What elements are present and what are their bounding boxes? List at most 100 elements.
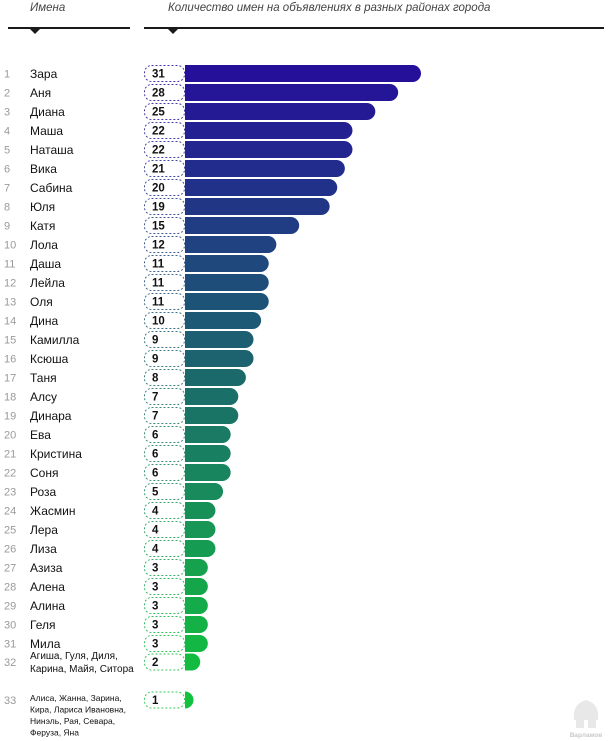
data-label: 28 [152, 88, 165, 100]
value-box [144, 103, 185, 120]
bar [185, 179, 338, 196]
bar [185, 312, 262, 329]
rank-label: 2 [4, 88, 10, 100]
names-header-pointer-icon [30, 29, 40, 34]
bar [185, 274, 269, 291]
bar [185, 160, 345, 177]
category-label: Диана [30, 105, 65, 119]
bar [185, 426, 231, 443]
bar [185, 521, 216, 538]
data-label: 15 [152, 221, 165, 233]
data-label: 4 [152, 525, 159, 537]
category-label: Аня [30, 86, 51, 100]
category-label: Агиша, Гуля, Диля, [30, 651, 118, 662]
bar [185, 691, 194, 709]
bar [185, 635, 208, 652]
data-label: 22 [152, 145, 165, 157]
rank-label: 20 [4, 430, 16, 442]
rank-label: 5 [4, 145, 10, 157]
rank-label: 23 [4, 487, 16, 499]
bar [185, 255, 269, 272]
category-label: Лера [30, 523, 58, 537]
data-label: 6 [152, 430, 158, 442]
chart-header-rule [144, 27, 604, 29]
data-label: 9 [152, 335, 158, 347]
data-label: 20 [152, 183, 165, 195]
category-label: Камилла [30, 333, 80, 347]
rank-label: 26 [4, 544, 16, 556]
category-label: Ксюша [30, 352, 69, 366]
bar [185, 350, 254, 367]
svg-text:Варламов: Варламов [570, 732, 603, 739]
value-box [144, 255, 185, 272]
data-label: 22 [152, 126, 165, 138]
category-label: Кристина [30, 447, 82, 461]
rank-label: 6 [4, 164, 10, 176]
value-box [144, 369, 185, 386]
bar [185, 540, 216, 557]
rank-label: 19 [4, 411, 16, 423]
category-label: Мила [30, 637, 61, 651]
category-label: Зара [30, 67, 58, 81]
category-label: Алина [30, 599, 65, 613]
category-label: Даша [30, 257, 61, 271]
category-label: Алиса, Жанна, Зарина, [30, 693, 122, 703]
data-label: 7 [152, 411, 158, 423]
data-label: 11 [152, 278, 165, 290]
value-box [144, 274, 185, 291]
category-label: Дина [30, 314, 58, 328]
rank-label: 15 [4, 335, 16, 347]
names-header-rule [8, 27, 130, 29]
bar [185, 122, 353, 139]
rank-label: 31 [4, 639, 16, 651]
rank-label: 24 [4, 506, 16, 518]
value-box [144, 122, 185, 139]
rank-label: 16 [4, 354, 16, 366]
value-box [144, 616, 185, 633]
data-label: 4 [152, 506, 159, 518]
category-label: Азиза [30, 561, 63, 575]
category-label: Вика [30, 162, 57, 176]
bar [185, 217, 300, 234]
value-box [144, 578, 185, 595]
category-label: Геля [30, 618, 55, 632]
value-box [144, 141, 185, 158]
category-label: Кира, Лариса Ивановна, [30, 705, 126, 715]
value-box [144, 350, 185, 367]
rank-label: 28 [4, 582, 16, 594]
value-box [144, 331, 185, 348]
value-box [144, 597, 185, 614]
bar [185, 65, 421, 82]
data-label: 31 [152, 69, 165, 81]
rank-label: 33 [4, 695, 16, 707]
data-label: 5 [152, 487, 159, 499]
category-label: Алена [30, 580, 65, 594]
varlamov-logo: Варламов [570, 700, 603, 739]
category-label: Жасмин [30, 504, 75, 518]
rank-label: 8 [4, 202, 10, 214]
rank-label: 22 [4, 468, 16, 480]
rank-label: 10 [4, 240, 16, 252]
data-label: 25 [152, 107, 165, 119]
data-label: 4 [152, 544, 159, 556]
rank-label: 3 [4, 107, 10, 119]
value-box [144, 540, 185, 557]
rank-label: 18 [4, 392, 16, 404]
value-box [144, 65, 185, 82]
rank-label: 11 [4, 259, 15, 271]
bar [185, 236, 277, 253]
value-box [144, 483, 185, 500]
category-label: Сабина [30, 181, 73, 195]
bar [185, 464, 231, 481]
data-label: 9 [152, 354, 158, 366]
data-label: 1 [152, 695, 159, 707]
value-box [144, 464, 185, 481]
bar [185, 141, 353, 158]
category-label: Лола [30, 238, 58, 252]
bar [185, 84, 399, 101]
value-box [144, 160, 185, 177]
data-label: 3 [152, 639, 158, 651]
data-label: 2 [152, 657, 158, 669]
data-label: 10 [152, 316, 165, 328]
bar [185, 597, 208, 614]
